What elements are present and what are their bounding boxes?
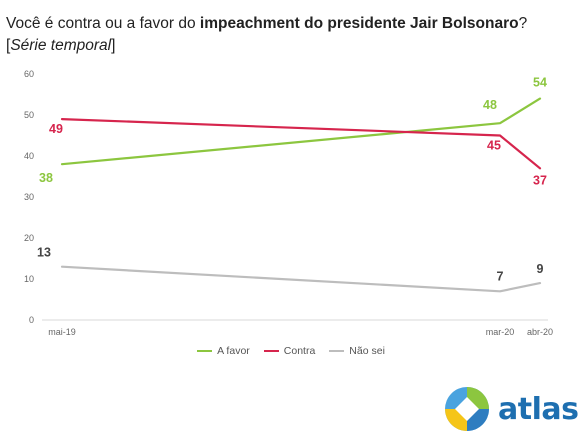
legend-label: A favor — [217, 345, 250, 357]
y-tick-label: 20 — [24, 233, 34, 243]
chart-title: Você é contra ou a favor do impeachment … — [6, 14, 527, 34]
x-tick-label: abr-20 — [527, 327, 553, 337]
line-chart: 0 10 20 30 40 50 60 mai-19 mar-20 abr-20 38 48 54 49 4… — [24, 69, 553, 337]
title-bold: impeachment do presidente Jair Bolsonaro — [199, 15, 519, 32]
legend-item: Contra — [263, 345, 316, 357]
title-prefix: Você é contra ou a favor do — [6, 15, 200, 32]
atlas-logo: atlas — [442, 384, 579, 434]
chart-legend: A favor Contra Não sei — [0, 345, 582, 357]
data-label: 54 — [533, 76, 547, 90]
x-tick-label: mai-19 — [48, 327, 76, 337]
x-tick-label: mar-20 — [486, 327, 515, 337]
data-label: 13 — [37, 246, 51, 260]
atlas-logo-text: atlas — [498, 391, 579, 427]
data-label: 7 — [497, 269, 504, 283]
atlas-logo-icon — [445, 387, 489, 431]
data-label: 37 — [533, 173, 547, 187]
title-suffix: ? — [518, 15, 528, 32]
legend-label: Contra — [283, 345, 316, 357]
legend-item: A favor — [197, 345, 250, 357]
data-label: 9 — [537, 262, 544, 276]
data-label: 49 — [49, 122, 63, 136]
legend-swatch — [197, 350, 213, 352]
series-line — [60, 265, 542, 293]
y-tick-label: 40 — [24, 151, 34, 161]
series-line — [60, 117, 542, 170]
y-tick-label: 30 — [24, 192, 34, 202]
y-tick-label: 50 — [24, 110, 34, 120]
data-label: 45 — [487, 139, 501, 153]
legend-swatch — [263, 350, 279, 352]
y-tick-label: 0 — [29, 315, 34, 325]
chart-subtitle: [Série temporal] — [6, 36, 115, 56]
legend-label: Não sei — [349, 345, 385, 357]
legend-swatch — [329, 350, 345, 352]
data-label: 48 — [483, 98, 497, 112]
legend-item: Não sei — [329, 345, 385, 357]
y-tick-label: 10 — [24, 274, 34, 284]
y-tick-label: 60 — [24, 69, 34, 79]
subtitle-open: [ — [6, 37, 11, 54]
data-label: 38 — [39, 171, 53, 185]
subtitle-text: Série temporal — [10, 37, 112, 54]
subtitle-close: ] — [111, 37, 116, 54]
series-line — [60, 97, 542, 166]
